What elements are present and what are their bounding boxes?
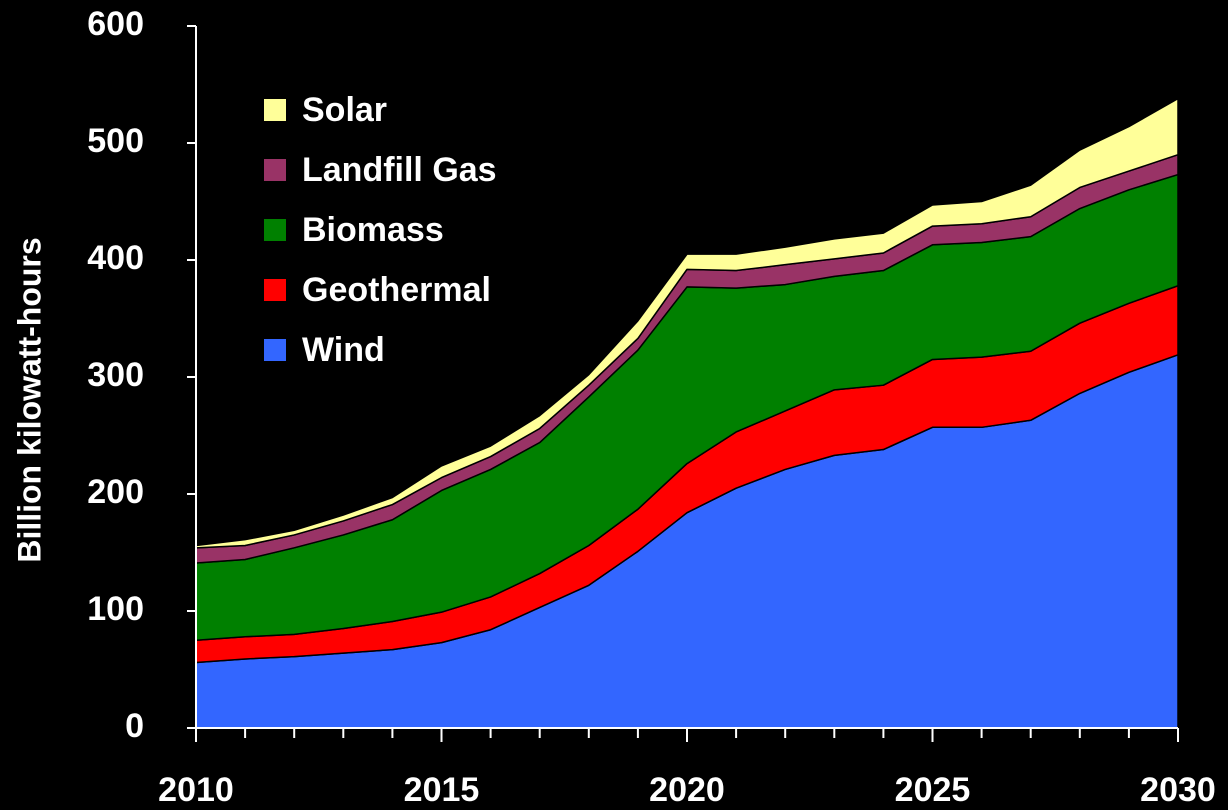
legend-swatch bbox=[264, 159, 286, 181]
y-tick-label: 300 bbox=[87, 356, 144, 394]
x-tick-label: 2015 bbox=[404, 771, 480, 809]
x-tick-label: 2030 bbox=[1140, 771, 1216, 809]
legend-label: Geothermal bbox=[302, 271, 491, 309]
legend-label: Solar bbox=[302, 91, 387, 129]
y-tick-label: 200 bbox=[87, 473, 144, 511]
legend-label: Biomass bbox=[302, 211, 444, 249]
x-tick-label: 2025 bbox=[895, 771, 971, 809]
x-tick-label: 2010 bbox=[158, 771, 234, 809]
legend-swatch bbox=[264, 279, 286, 301]
legend-label: Landfill Gas bbox=[302, 151, 497, 189]
legend-swatch bbox=[264, 219, 286, 241]
legend-swatch bbox=[264, 339, 286, 361]
legend-swatch bbox=[264, 99, 286, 121]
y-tick-label: 0 bbox=[125, 707, 144, 745]
x-tick-label: 2020 bbox=[649, 771, 725, 809]
y-tick-label: 400 bbox=[87, 239, 144, 277]
y-tick-label: 100 bbox=[87, 590, 144, 628]
legend-label: Wind bbox=[302, 331, 385, 369]
y-axis-label: Billion kilowatt-hours bbox=[11, 237, 47, 562]
y-tick-label: 500 bbox=[87, 122, 144, 160]
area bbox=[195, 97, 1179, 549]
y-tick-label: 600 bbox=[87, 5, 144, 43]
